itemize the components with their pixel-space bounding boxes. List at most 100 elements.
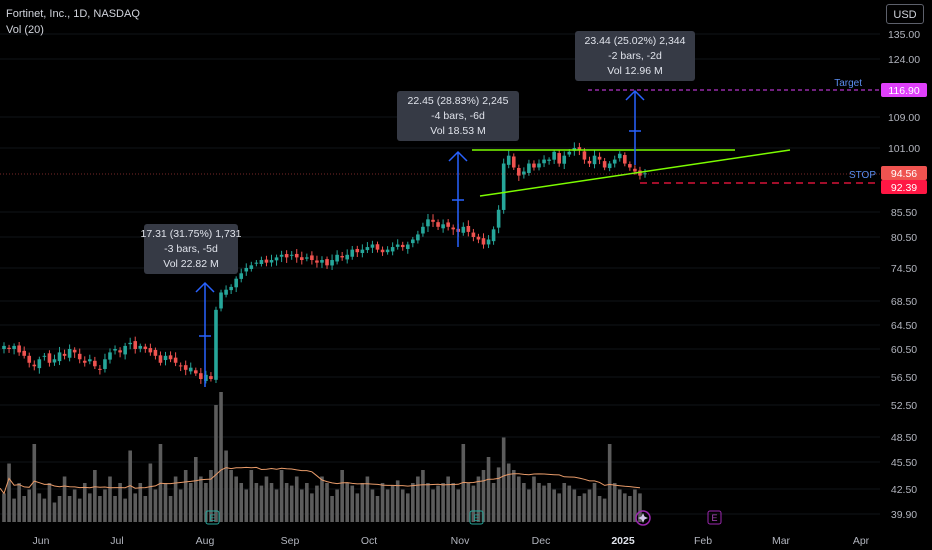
candle [254,260,259,267]
currency-button[interactable]: USD [886,4,924,24]
candle [360,244,365,258]
y-tick-label: 56.50 [891,372,917,384]
y-tick-label: 109.00 [888,112,920,124]
support-trendline[interactable] [479,149,791,197]
candle [173,352,178,367]
volume-bar [108,476,112,522]
candle [380,246,385,256]
volume-bar [219,392,223,522]
y-tick-label: 101.00 [888,143,920,155]
earnings-marker-1[interactable]: E [205,510,220,525]
candle [315,255,319,268]
candle [153,347,158,360]
volume-bar [380,483,385,522]
volume-bar [335,489,339,522]
volume-indicator-title[interactable]: Vol (20) [6,24,44,36]
volume-bar [355,493,360,522]
volume-bar [486,457,491,522]
measure-arrow-2[interactable] [448,150,468,247]
candle [77,348,82,364]
candle [365,242,370,254]
candle [62,349,67,360]
candle [305,253,309,262]
earnings-marker-3-label: E [711,513,717,523]
candle [178,362,183,372]
volume-bar [178,489,183,522]
measure-box-3[interactable]: 23.44 (25.02%) 2,344 -2 bars, -2d Vol 12… [575,31,695,81]
volume-bar [537,483,541,522]
volume-bar [168,496,173,522]
candle [118,347,122,358]
candle [587,156,592,167]
earnings-marker-1-label: E [209,513,215,523]
volume-bar [42,498,47,522]
volume-bar [471,485,476,522]
volume-bar [400,489,405,522]
measure-arrow-3[interactable] [625,89,645,165]
candle [330,254,334,270]
measure-box-1[interactable]: 17.31 (31.75%) 1,731 -3 bars, -5d Vol 22… [141,224,242,274]
volume-bar [633,489,637,522]
y-tick-label: 85.50 [891,207,917,219]
measure-2-line1: 22.45 (28.83%) 2,245 [408,95,509,107]
x-tick-label: Feb [694,535,712,547]
candle [628,161,632,171]
candle [426,213,430,232]
measure-1-line1: 17.31 (31.75%) 1,731 [141,228,242,240]
candle [193,367,198,376]
time-axis[interactable]: Jun Jul Aug Sep Oct Nov Dec 2025 Feb Mar Apr [33,535,870,547]
candle [562,151,567,170]
volume-bar [299,489,304,522]
volume-bar [259,485,264,522]
volume-bar [82,483,87,522]
volume-bar [416,476,420,522]
volume-bar [148,463,153,522]
volume-bar [370,489,375,522]
candle [421,222,425,237]
candle [27,352,32,368]
volume-bar [638,493,642,522]
volume-bar [567,485,572,522]
volume-bar [279,470,284,522]
measure-box-2[interactable]: 22.45 (28.83%) 2,245 -4 bars, -6d Vol 18… [397,91,519,141]
volume-bar [229,470,233,522]
y-tick-label: 124.00 [888,54,920,66]
measure-3-line2: -2 bars, -2d [608,50,662,62]
price-axis[interactable]: 135.00 124.00 109.00 101.00 85.50 80.50 74.50 6… [888,29,920,521]
candle [219,289,223,312]
candle [57,346,62,366]
candle [128,337,132,350]
volume-bar [330,496,334,522]
volume-bar [274,489,279,522]
last-price-tag [881,166,927,180]
volume-bar [315,485,319,522]
volume-bar [350,485,355,522]
volume-bar [623,493,627,522]
candle [22,346,26,359]
x-tick-label: Aug [196,535,215,547]
volume-bar [118,483,122,522]
volume-bar [547,483,551,522]
y-tick-label: 39.90 [891,509,917,521]
candle [411,237,415,248]
volume-bar [57,496,62,522]
x-tick-label: 2025 [611,535,635,547]
volume-bar [405,493,410,522]
candle [249,261,254,272]
symbol-title[interactable]: Fortinet, Inc., 1D, NASDAQ [6,8,140,20]
earnings-marker-2[interactable]: E [469,510,484,525]
volume-bar [612,483,617,522]
measure-arrow-1[interactable] [195,281,215,387]
y-tick-label: 80.50 [891,232,917,244]
candle [335,250,339,265]
candle [188,362,193,375]
candle [284,250,289,263]
earnings-marker-3[interactable]: E [707,510,722,525]
candle [340,251,344,261]
candle [532,160,536,171]
dividend-event-icon[interactable] [635,510,651,526]
volume-bar [32,444,37,522]
volume-bar [496,467,501,522]
